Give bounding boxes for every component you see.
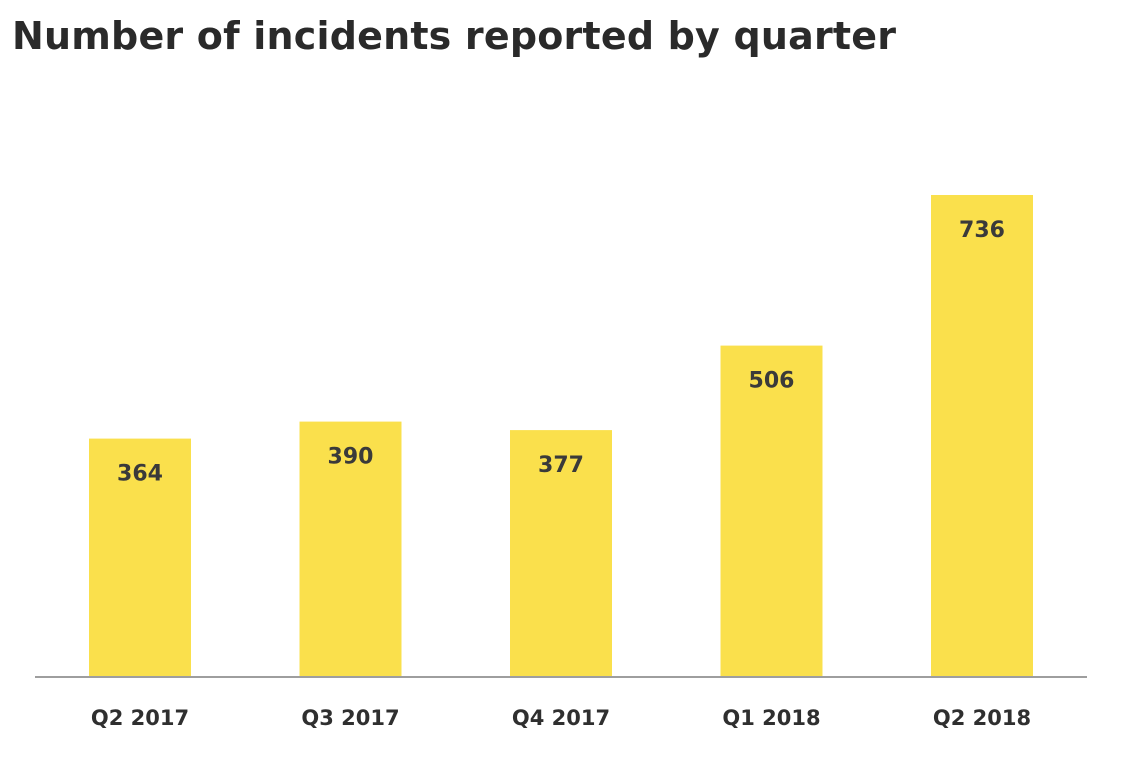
chart-title: Number of incidents reported by quarter (12, 14, 897, 58)
bar-q4-2017 (510, 430, 612, 677)
x-tick-labels-group: Q2 2017 Q3 2017 Q4 2017 Q1 2018 Q2 2018 (91, 706, 1031, 730)
x-tick-label: Q2 2018 (933, 706, 1031, 730)
bar-q1-2018 (720, 345, 823, 677)
x-tick-label: Q3 2017 (301, 706, 399, 730)
value-labels-group: 364 390 377 506 736 (117, 218, 1005, 487)
x-tick-label: Q4 2017 (512, 706, 610, 730)
bar-value-label: 364 (117, 462, 163, 487)
bar-value-label: 506 (749, 369, 795, 394)
bar-value-label: 390 (328, 445, 374, 470)
bar-value-label: 377 (538, 453, 584, 478)
bar-value-label: 736 (959, 218, 1005, 243)
bar-q3-2017 (299, 421, 402, 677)
bar-q2-2018 (931, 195, 1033, 677)
x-tick-label: Q2 2017 (91, 706, 189, 730)
bar-q2-2017 (89, 438, 191, 677)
x-tick-label: Q1 2018 (722, 706, 820, 730)
bars-group (89, 195, 1033, 677)
